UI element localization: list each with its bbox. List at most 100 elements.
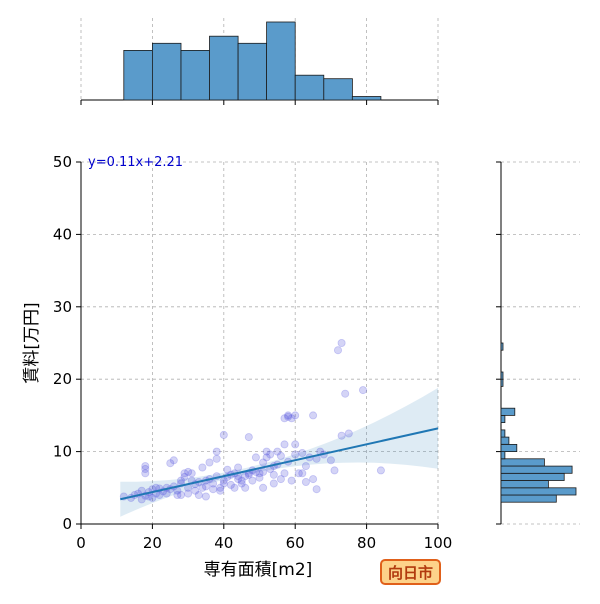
scatter-point [358,386,367,395]
x-tick-label: 0 [76,534,86,552]
y-tick-label: 30 [53,298,72,316]
y-ticks: 0 10 20 30 40 50 [53,153,501,533]
scatter-point [191,486,200,495]
scatter-point [194,490,203,499]
scatter-point [237,476,246,485]
scatter-point [173,490,182,499]
scatter-point [162,489,171,498]
scatter-point [244,433,253,442]
scatter-point [180,472,189,481]
y-tick-label: 10 [53,443,72,461]
x-tick-label: 60 [286,534,305,552]
y-hist-bar [500,429,506,438]
city-badge: 向日市 [380,559,441,585]
scatter-point [291,450,300,459]
x-hist-bar [180,50,211,101]
scatter-point [376,466,385,475]
scatter-point [284,412,293,421]
scatter-point [301,477,310,486]
scatter-point [287,414,296,423]
scatter-point [248,476,257,485]
scatter-point [137,495,146,504]
y-hist-bar [500,465,573,474]
x-hist-bar [209,35,239,101]
scatter-point [255,473,264,482]
grid-lines [80,18,580,525]
scatter-point [269,470,278,479]
scatter-point [209,479,218,488]
regression-line [120,427,439,501]
x-hist-bar [123,50,153,101]
scatter-point [148,493,157,502]
scatter-point [341,389,350,398]
scatter-point [212,454,221,463]
scatter-point [259,458,268,467]
x-tick-label: 40 [214,534,233,552]
scatter-point [291,440,300,449]
scatter-point [169,456,178,465]
scatter-point [251,453,260,462]
scatter-point [187,469,196,478]
y-histogram [500,342,577,503]
scatter-point [184,467,193,476]
y-tick-label: 40 [53,225,72,243]
x-hist-bar [323,78,353,101]
y-hist-bar [500,472,565,481]
scatter-point [141,462,150,471]
scatter-point [273,447,282,456]
scatter-point [255,469,264,478]
x-tick-label: 80 [357,534,376,552]
scatter-point [298,448,307,457]
scatter-point [344,429,353,438]
scatter-point [180,469,189,478]
y-hist-bar [500,451,506,460]
scatter-point [176,476,185,485]
scatter-point [141,464,150,473]
scatter-point [176,490,185,499]
y-hist-bar [500,407,516,416]
scatter-point [234,463,243,472]
scatter-point [337,338,346,347]
y-axis-label: 賃料[万円] [22,302,42,383]
scatter-point [280,469,289,478]
x-hist-bar [266,21,296,101]
scatter-point [212,447,221,456]
y-tick-label: 50 [53,153,72,171]
scatter-point [309,411,318,420]
scatter-point [330,466,339,475]
scatter-point [291,411,300,420]
scatter-point [294,469,303,478]
regression-equation: y=0.11x+2.21 [88,155,183,170]
scatter-point [209,485,218,494]
confidence-band-area [120,387,439,517]
y-hist-bar [500,436,510,445]
y-hist-bar [500,480,549,489]
x-hist-bar [237,42,268,101]
x-hist-bar [151,42,182,101]
scatter-point [259,483,268,492]
scatter-point [226,480,235,489]
scatter-point [223,465,232,474]
scatter-points [119,338,385,504]
y-hist-bar [500,487,577,496]
y-hist-bar [500,378,504,387]
y-hist-bar [500,371,504,380]
y-hist-bar [500,494,557,503]
x-tick-label: 100 [424,534,453,552]
scatter-point [216,483,225,492]
x-histogram [123,21,382,101]
scatter-point [201,482,210,491]
y-hist-bar [500,458,545,467]
y-hist-bar [500,342,504,351]
scatter-point [237,479,246,488]
scatter-point [205,458,214,467]
scatter-point [234,475,243,484]
scatter-point [241,472,250,481]
regression-line-group [120,427,439,501]
scatter-point [184,489,193,498]
scatter-point [309,475,318,484]
x-axis-label: 専有面積[m2] [204,560,313,580]
x-tick-label: 20 [143,534,162,552]
scatter-point [276,475,285,484]
scatter-point [337,431,346,440]
